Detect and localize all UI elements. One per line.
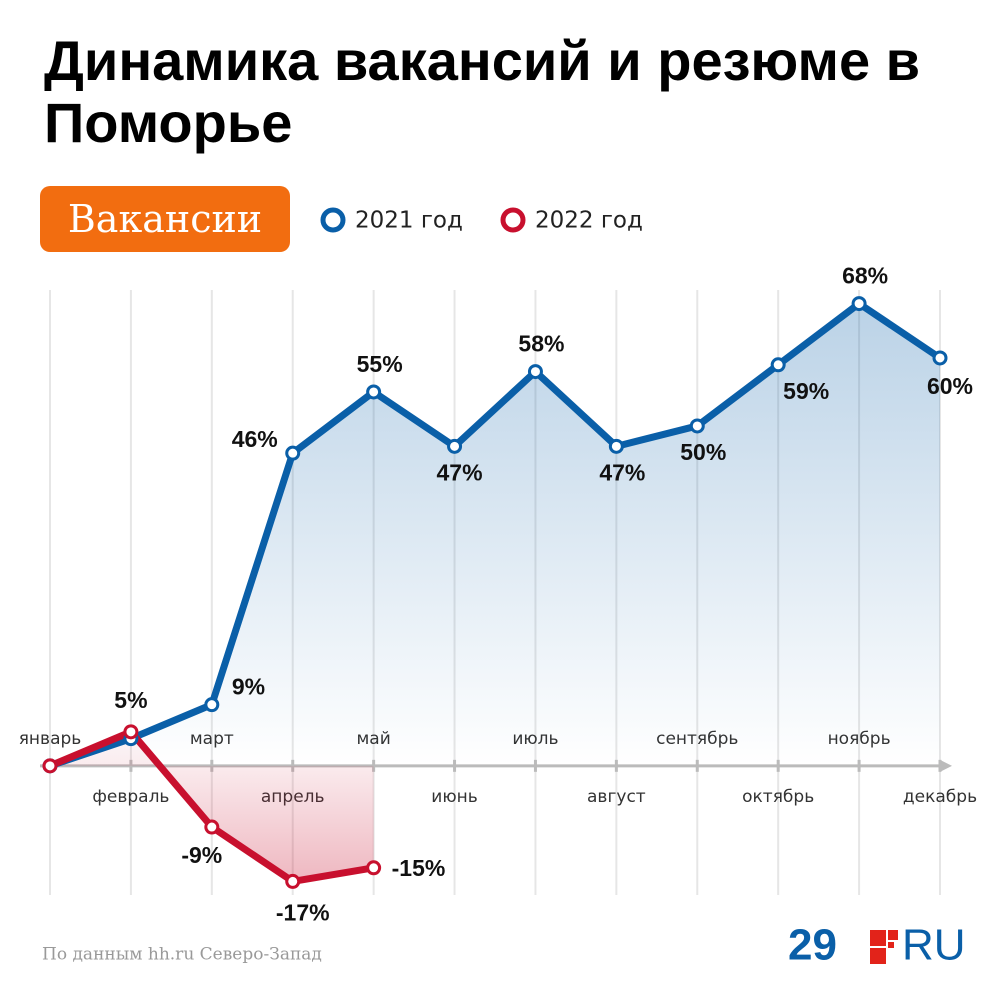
legend-label: 2022 год (535, 208, 643, 234)
data-label: 68% (842, 263, 888, 289)
data-label: 50% (680, 439, 726, 465)
logo-square (870, 948, 886, 964)
point (123, 724, 139, 740)
point (932, 350, 948, 366)
point (689, 418, 705, 434)
legend-marker (500, 207, 526, 233)
legend-label: 2021 год (355, 208, 463, 234)
point (285, 873, 301, 889)
data-label: -17% (276, 899, 330, 925)
data-label: 55% (357, 351, 403, 377)
logo-square (888, 942, 894, 948)
legend-marker (320, 207, 346, 233)
x-tick-label: октябрь (742, 787, 814, 807)
point (851, 296, 867, 312)
data-label: -9% (181, 842, 222, 868)
point (527, 364, 543, 380)
area (50, 731, 374, 882)
x-tick-label: февраль (92, 787, 169, 807)
data-label: 5% (114, 687, 147, 713)
data-label: 47% (599, 459, 645, 485)
data-label: 60% (927, 373, 973, 399)
point (42, 758, 58, 774)
line (48, 300, 942, 770)
point (447, 438, 463, 454)
badge: Вакансии (40, 186, 290, 252)
source: По данным hh.ru Северо-Запад (42, 945, 322, 965)
data-label: 59% (783, 378, 829, 404)
logo-number: 29 (788, 921, 837, 970)
point (770, 357, 786, 373)
data-label: 47% (437, 459, 483, 485)
logo-square (870, 930, 886, 946)
chart-title: Динамика вакансий и резюме в Поморье (44, 29, 921, 154)
point (366, 384, 382, 400)
area (50, 303, 940, 766)
x-tick-label: декабрь (903, 787, 977, 807)
point (608, 438, 624, 454)
x-tick-label: январь (19, 729, 82, 749)
data-label: 58% (518, 331, 564, 357)
data-label: -15% (392, 855, 446, 881)
data-label: 9% (232, 674, 265, 700)
data-label: 46% (232, 426, 278, 452)
point (204, 697, 220, 713)
axis-arrow (940, 759, 952, 772)
x-tick-label: июнь (431, 787, 478, 807)
point (204, 819, 220, 835)
logo-square (888, 930, 898, 940)
x-tick-label: август (587, 787, 646, 807)
logo-text: RU (902, 921, 966, 970)
point (366, 860, 382, 876)
point (285, 445, 301, 461)
